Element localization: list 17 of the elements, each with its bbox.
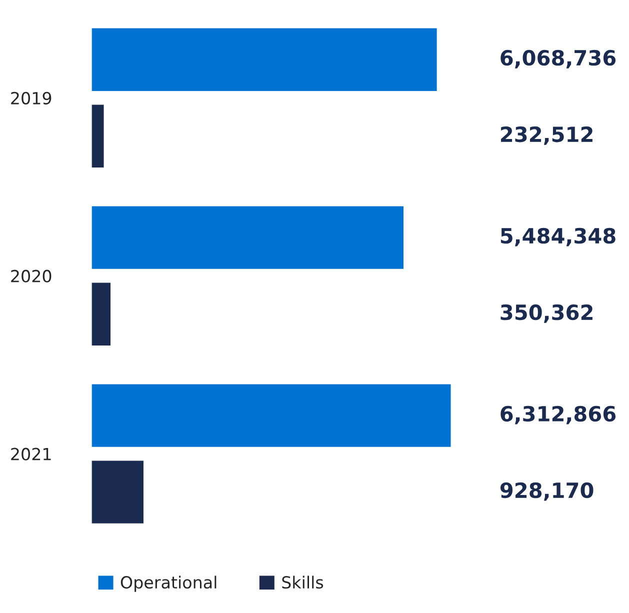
y-tick-label: 2020 [11,270,52,282]
bar [91,382,452,448]
data-label: 6,068,736 [500,50,616,68]
bar [91,204,405,270]
data-label: 928,170 [500,482,594,501]
data-label: 350,362 [500,304,592,323]
bar [91,26,438,92]
bar [91,459,145,525]
data-label: 232,512 [501,126,592,145]
legend-label: Operational [120,576,216,592]
bar [91,103,106,169]
bar [91,281,112,347]
legend-label: Skills [282,576,324,589]
data-label: 6,312,866 [500,406,616,424]
y-tick-label: 2021 [11,448,51,460]
y-tick-label: 2019 [11,92,52,104]
data-label: 5,484,348 [500,228,616,246]
